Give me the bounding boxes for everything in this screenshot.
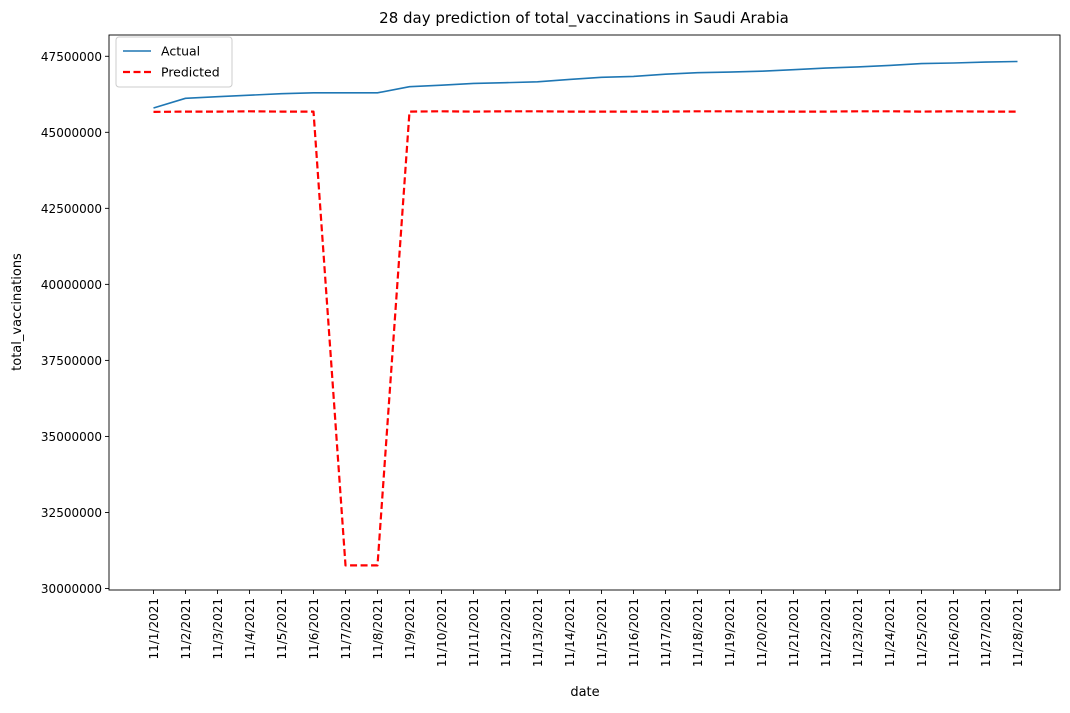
legend-label-predicted: Predicted xyxy=(161,65,220,80)
x-tick-label: 11/28/2021 xyxy=(1011,598,1025,667)
x-tick-label: 11/18/2021 xyxy=(691,598,705,667)
y-tick-label: 40000000 xyxy=(41,278,102,292)
y-tick-label: 30000000 xyxy=(41,582,102,596)
x-tick-label: 11/16/2021 xyxy=(627,598,641,667)
x-tick-label: 11/14/2021 xyxy=(563,598,577,667)
plot-area: 30000000 32500000 35000000 37500000 40000000… xyxy=(41,34,1061,667)
x-tick-label: 11/21/2021 xyxy=(787,598,801,667)
y-axis-label: total_vaccinations xyxy=(10,253,25,371)
y-tick-label: 35000000 xyxy=(41,430,102,444)
y-tick-label: 45000000 xyxy=(41,126,102,140)
x-tick-label: 11/12/2021 xyxy=(499,598,513,667)
y-tick-label: 32500000 xyxy=(41,506,102,520)
x-tick-label: 11/7/2021 xyxy=(339,598,353,660)
x-tick-label: 11/10/2021 xyxy=(435,598,449,667)
plot-frame xyxy=(108,34,1061,591)
y-tick-label: 42500000 xyxy=(41,202,102,216)
x-tick-label: 11/11/2021 xyxy=(467,598,481,667)
x-tick-label: 11/9/2021 xyxy=(403,598,417,660)
x-tick-label: 11/15/2021 xyxy=(595,598,609,667)
x-tick-label: 11/17/2021 xyxy=(659,598,673,667)
x-tick-label: 11/23/2021 xyxy=(851,598,865,667)
x-tick-label: 11/13/2021 xyxy=(531,598,545,667)
y-tick-label: 37500000 xyxy=(41,354,102,368)
x-tick-label: 11/2/2021 xyxy=(179,598,193,660)
x-tick-label: 11/22/2021 xyxy=(819,598,833,667)
x-tick-label: 11/4/2021 xyxy=(243,598,257,660)
series-line-actual xyxy=(153,60,1018,109)
x-tick-label: 11/26/2021 xyxy=(947,598,961,667)
x-axis-label: date xyxy=(570,685,599,700)
x-tick-label: 11/25/2021 xyxy=(915,598,929,667)
x-tick-label: 11/8/2021 xyxy=(371,598,385,660)
legend-box xyxy=(115,36,233,88)
series-line-predicted xyxy=(153,110,1018,567)
x-tick-label: 11/5/2021 xyxy=(275,598,289,660)
x-tick-label: 11/24/2021 xyxy=(883,598,897,667)
x-tick-label: 11/1/2021 xyxy=(147,598,161,660)
chart-title: 28 day prediction of total_vaccinations … xyxy=(379,9,789,28)
legend: Actual Predicted xyxy=(115,36,233,88)
y-tick-label: 47500000 xyxy=(41,50,102,64)
legend-label-actual: Actual xyxy=(161,44,200,59)
x-tick-label: 11/19/2021 xyxy=(723,598,737,667)
x-tick-label: 11/6/2021 xyxy=(307,598,321,660)
x-tick-label: 11/27/2021 xyxy=(979,598,993,667)
x-tick-label: 11/3/2021 xyxy=(211,598,225,660)
x-tick-label: 11/20/2021 xyxy=(755,598,769,667)
